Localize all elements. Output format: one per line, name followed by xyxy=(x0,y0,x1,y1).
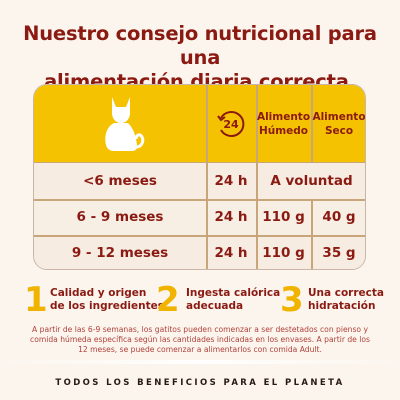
cat-icon xyxy=(34,85,206,163)
24h-clock-icon: 24 xyxy=(206,85,256,163)
header-dry-food: Alimento Seco xyxy=(312,111,366,137)
footer-tagline: TODOS LOS BENEFICIOS PARA EL PLANETA xyxy=(55,378,345,388)
benefit-number: 3 xyxy=(280,280,304,320)
title-line-1: Nuestro consejo nutricional para una xyxy=(23,22,377,69)
row-time: 24 h xyxy=(214,245,248,261)
nutrition-table: 24 Alimento Húmedo Alimento Seco <6 mese… xyxy=(33,84,366,270)
row-time: 24 h xyxy=(214,173,248,189)
table-row xyxy=(34,235,365,269)
row-dry-amount: 40 g xyxy=(322,209,356,225)
row-merged-amount: A voluntad xyxy=(270,173,353,189)
benefit-text: Ingesta calórica adecuada xyxy=(186,287,281,312)
row-dry-amount: 35 g xyxy=(322,245,356,261)
benefit-number: 1 xyxy=(24,280,48,320)
benefit-number: 2 xyxy=(156,280,180,320)
table-row xyxy=(34,163,365,199)
row-time: 24 h xyxy=(214,209,248,225)
row-age: <6 meses xyxy=(83,173,157,189)
row-wet-amount: 110 g xyxy=(262,209,305,225)
row-wet-amount: 110 g xyxy=(262,245,305,261)
footnote: A partir de las 6-9 semanas, los gatitos… xyxy=(30,325,370,354)
benefit-text: Calidad y origen de los ingredientes xyxy=(50,287,165,312)
table-header xyxy=(34,85,365,163)
header-wet-food: Alimento Húmedo xyxy=(256,111,311,137)
divider xyxy=(0,360,400,364)
row-age: 9 - 12 meses xyxy=(71,245,169,261)
benefit-text: Una correcta hidratación xyxy=(308,287,384,312)
table-row xyxy=(34,199,365,235)
row-age: 6 - 9 meses xyxy=(76,209,164,225)
svg-text:24: 24 xyxy=(223,118,239,131)
